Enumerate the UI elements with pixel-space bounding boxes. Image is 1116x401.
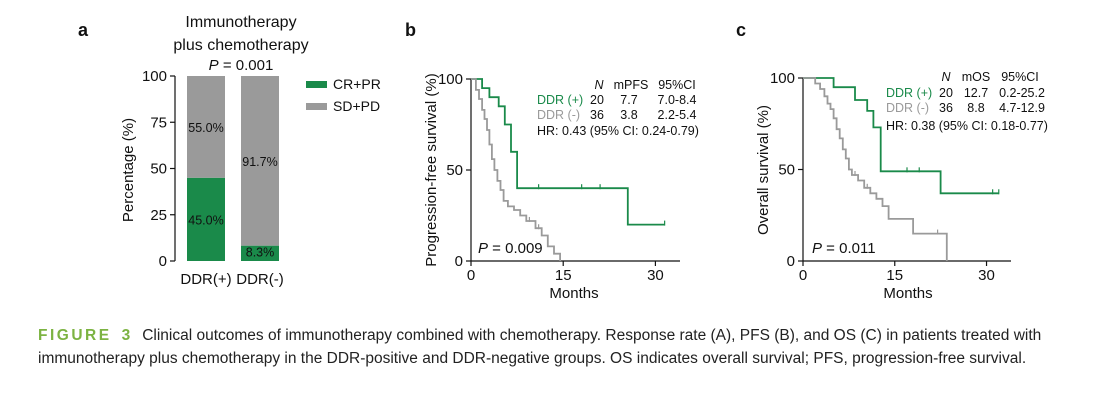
- panel-b-row-neg-name: DDR (-): [537, 108, 580, 122]
- caption-text: Clinical outcomes of immunotherapy combi…: [38, 327, 1042, 367]
- panel-a-bar-DDR(-)-CR+PR: [241, 245, 279, 261]
- panel-c-curves: [803, 77, 1000, 261]
- panel-c-pvalue-label: P: [812, 240, 822, 257]
- panel-a-ytick-label-4: 100: [142, 68, 167, 85]
- panel-b-curve-positive: [471, 78, 665, 226]
- panel-a-pvalue: P = 0.001: [209, 57, 274, 74]
- panel-c-header-ci: 95%CI: [1001, 70, 1039, 84]
- panel-c-row-pos-median: 12.7: [964, 86, 988, 100]
- panel-c-row-pos-n: 20: [939, 86, 953, 100]
- panel-b-axes: 0 50 100 0 15 30: [438, 71, 680, 284]
- panel-b-ylabel: Progression-free survival (%): [423, 73, 440, 266]
- panel-a-ytick-label-3: 75: [150, 114, 167, 131]
- panel-b-row-pos-name: DDR (+): [537, 93, 583, 107]
- panel-c-ytick-label-0: 0: [787, 253, 795, 270]
- panel-a-pvalue-text: = 0.001: [219, 57, 274, 74]
- panel-a-bar-label-DDR(+)-CR+PR: 45.0%: [188, 213, 223, 227]
- panel-c-ytick-label-1: 50: [778, 162, 795, 179]
- panel-a-legend-label-SD+PD: SD+PD: [333, 98, 380, 114]
- panel-b-pvalue-text: = 0.009: [488, 240, 543, 257]
- panel-c-header-n: N: [941, 70, 951, 84]
- panel-c-xtick-label-0: 0: [799, 267, 807, 284]
- panel-c-xtick-label-2: 30: [978, 267, 995, 284]
- panel-b-xlabel: Months: [549, 285, 598, 302]
- panel-a-bar-DDR(+)-CR+PR: [187, 177, 225, 261]
- panel-c-axes: 0 50 100 0 15 30: [770, 70, 1011, 284]
- panel-a-bar-label-DDR(-)-CR+PR: 8.3%: [246, 246, 275, 260]
- panel-a-title-line2: plus chemotherapy: [173, 37, 308, 54]
- panel-b-row-pos-n: 20: [590, 93, 604, 107]
- panel-b-header-n: N: [594, 78, 604, 92]
- panel-b-xtick-label-2: 30: [647, 267, 664, 284]
- panel-b-row-neg-n: 36: [590, 108, 604, 122]
- panel-a-axes: 0 25 50 75 100: [142, 68, 176, 270]
- panel-a-category-label-0: DDR(+): [180, 271, 231, 288]
- panel-b-ytick-label-2: 100: [438, 71, 463, 88]
- panel-c-pvalue: P = 0.011: [812, 240, 876, 257]
- panel-a-bar-DDR(+)-SD+PD: [187, 76, 225, 178]
- panel-b-curve-negative: [471, 78, 561, 261]
- panel-a-bar-label-DDR(-)-SD+PD: 91.7%: [242, 155, 277, 169]
- panel-c-pvalue-text: = 0.011: [822, 240, 876, 257]
- panel-a-ytick-label-0: 0: [159, 253, 167, 270]
- panel-a-legend: CR+PR SD+PD: [306, 76, 381, 114]
- panel-b-row-pos-median: 7.7: [620, 93, 637, 107]
- figure-caption: FIGURE 3 Clinical outcomes of immunotherap…: [38, 324, 1083, 370]
- panel-c-ylabel: Overall survival (%): [755, 105, 772, 235]
- panel-b-row-neg-median: 3.8: [620, 108, 637, 122]
- panel-a-bar-label-DDR(+)-SD+PD: 55.0%: [188, 121, 223, 135]
- panel-a-ytick-label-2: 50: [150, 161, 167, 178]
- panel-b-row-pos-ci: 7.0-8.4: [658, 93, 697, 107]
- panel-b-ytick-label-1: 50: [446, 162, 463, 179]
- panel-b-pvalue-label: P: [478, 240, 488, 257]
- panel-c-xlabel: Months: [883, 285, 932, 302]
- panel-b: b Progression-free survival (%) Months 0…: [405, 20, 699, 302]
- figure-panels: a Immunotherapy plus chemotherapy P = 0.…: [78, 14, 1048, 302]
- panel-c-ytick-label-2: 100: [770, 70, 795, 87]
- panel-c-row-neg-name: DDR (-): [886, 101, 929, 115]
- panel-b-pvalue: P = 0.009: [478, 240, 543, 257]
- panel-b-curves: [471, 78, 666, 261]
- panel-c-curve-positive: [803, 77, 999, 195]
- panel-c-hazard-ratio: HR: 0.38 (95% CI: 0.18-0.77): [886, 119, 1048, 133]
- caption-figure-label: FIGURE: [38, 327, 112, 344]
- panel-b-hazard-ratio: HR: 0.43 (95% CI: 0.24-0.79): [537, 124, 699, 138]
- panel-a-bar-DDR(-)-SD+PD: [241, 76, 279, 246]
- panel-c-row-pos-name: DDR (+): [886, 86, 932, 100]
- panel-a-bars: 45.0% 55.0% DDR(+) 8.3% 91.7% DDR(-): [180, 76, 284, 288]
- panel-a-category-label-1: DDR(-): [236, 271, 283, 288]
- panel-a: a Immunotherapy plus chemotherapy P = 0.…: [78, 14, 381, 288]
- panel-a-legend-swatch-CR+PR: [306, 81, 327, 88]
- panel-c-row-neg-n: 36: [939, 101, 953, 115]
- panel-b-letter: b: [405, 20, 416, 40]
- panel-a-legend-swatch-SD+PD: [306, 103, 327, 110]
- panel-c-header-median: mOS: [962, 70, 990, 84]
- panel-a-ylabel: Percentage (%): [120, 118, 137, 222]
- panel-c-letter: c: [736, 20, 746, 40]
- caption-figure-number: 3: [121, 327, 131, 344]
- panel-c-row-pos-ci: 0.2-25.2: [999, 86, 1045, 100]
- panel-b-row-neg-ci: 2.2-5.4: [658, 108, 697, 122]
- panel-a-pvalue-label: P: [209, 57, 219, 74]
- panel-a-title-line1: Immunotherapy: [185, 14, 296, 31]
- panel-c-stats-table: N mOS 95%CI DDR (+) 20 12.7 0.2-25.2 DDR…: [886, 70, 1048, 133]
- panel-c: c Overall survival (%) Months 0 50 100 0 15 3…: [736, 20, 1048, 302]
- panel-b-header-ci: 95%CI: [658, 78, 696, 92]
- panel-b-header-median: mPFS: [614, 78, 649, 92]
- panel-a-letter: a: [78, 20, 89, 40]
- panel-b-stats-table: N mPFS 95%CI DDR (+) 20 7.7 7.0-8.4 DDR …: [537, 78, 699, 138]
- panel-b-xtick-label-0: 0: [467, 267, 475, 284]
- panel-c-row-neg-ci: 4.7-12.9: [999, 101, 1045, 115]
- panel-c-xtick-label-1: 15: [886, 267, 903, 284]
- panel-b-ytick-label-0: 0: [455, 253, 463, 270]
- panel-a-legend-label-CR+PR: CR+PR: [333, 76, 381, 92]
- panel-c-row-neg-median: 8.8: [967, 101, 984, 115]
- panel-b-xtick-label-1: 15: [555, 267, 572, 284]
- panel-a-ytick-label-1: 25: [150, 207, 167, 224]
- panel-c-curve-negative: [803, 77, 948, 261]
